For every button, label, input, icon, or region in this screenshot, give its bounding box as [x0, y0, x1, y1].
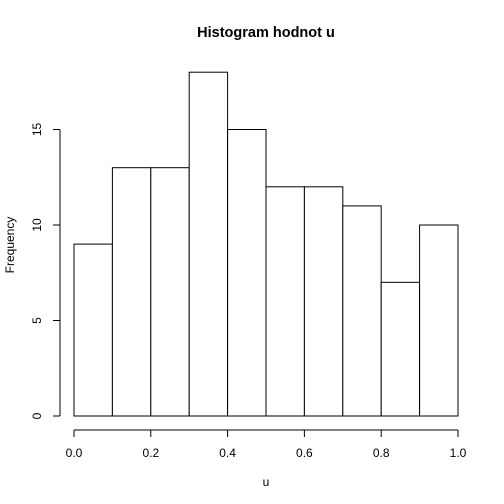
x-axis: 0.0 0.2 0.4 0.6 0.8 1.0 [66, 429, 467, 460]
x-tick-label: 0.0 [66, 446, 83, 460]
histogram-bar [227, 129, 267, 417]
y-tick-label: 15 [30, 123, 44, 137]
histogram-bar [380, 281, 421, 417]
x-tick-label: 0.2 [142, 446, 159, 460]
histogram-bar [111, 167, 152, 417]
chart-title: Histogram hodnot u [197, 25, 335, 41]
y-tick-label: 10 [30, 218, 44, 232]
y-tick-label: 5 [30, 317, 44, 324]
histogram-bar [73, 243, 113, 417]
x-tick-label: 0.6 [296, 446, 313, 460]
y-axis: 0 5 10 15 [30, 123, 61, 419]
histogram-bar [188, 71, 229, 417]
x-tick-label: 0.4 [219, 446, 236, 460]
x-axis-label: u [263, 475, 270, 489]
histogram-bar [419, 224, 459, 417]
histogram-bar [303, 186, 344, 417]
bars-group [73, 71, 459, 417]
histogram-bar [265, 186, 305, 417]
x-tick-label: 1.0 [450, 446, 467, 460]
x-tick-label: 0.8 [373, 446, 390, 460]
histogram-bar [150, 167, 190, 417]
histogram-bar [342, 205, 382, 417]
y-tick-label: 0 [30, 412, 44, 419]
y-axis-label: Frequency [3, 217, 17, 274]
